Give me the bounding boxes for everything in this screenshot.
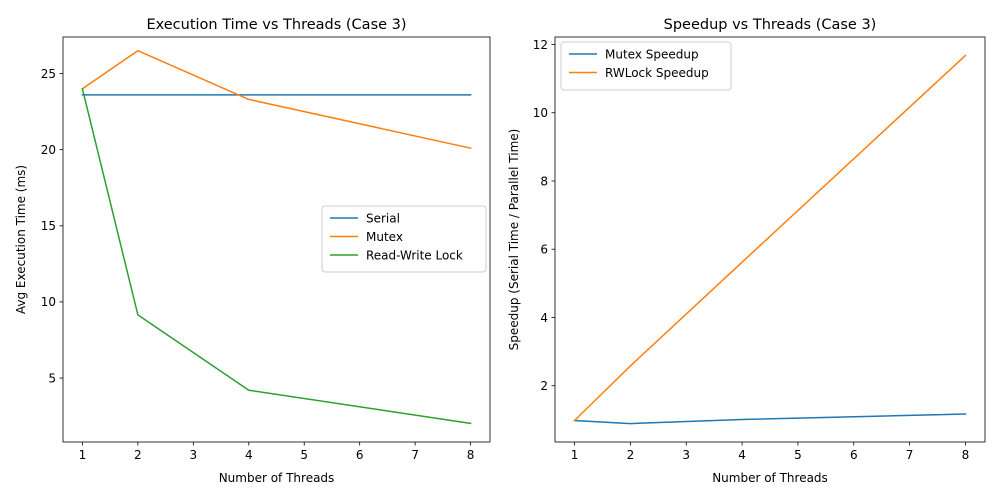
chart-2-y-tick-label: 6 (540, 243, 548, 257)
chart-1-y-tick-label: 10 (41, 295, 56, 309)
chart-1-y-tick-label: 20 (41, 143, 56, 157)
chart-2-legend-box (560, 41, 732, 91)
chart-1-legend-label-1: Serial (366, 211, 400, 225)
chart-2-x-tick-label: 7 (906, 448, 914, 462)
chart-1-legend-label-2: Mutex (366, 230, 403, 244)
chart-1-x-tick-label: 3 (189, 448, 197, 462)
chart-1-x-tick-label: 5 (300, 448, 308, 462)
chart-2-y-tick-label: 10 (533, 106, 548, 120)
chart-1-x-tick-label: 6 (356, 448, 364, 462)
chart-2-y-tick-label: 8 (540, 174, 548, 188)
chart-1: 1 2 3 4 5 6 7 8 5 10 15 20 25 Execution Time vs Threa… (14, 17, 491, 485)
chart-2-x-tick-label: 1 (571, 448, 579, 462)
chart-1-x-tick-label: 4 (245, 448, 253, 462)
chart-1-legend-box (321, 205, 487, 273)
chart-2-y-tick-label: 4 (540, 311, 548, 325)
chart-1-y-tick-label: 5 (48, 371, 56, 385)
chart-2-y-tick-label: 12 (533, 38, 548, 52)
chart-2-x-tick-label: 6 (850, 448, 858, 462)
chart-1-x-axis-label: Number of Threads (219, 471, 335, 485)
chart-1-title: Execution Time vs Threads (Case 3) (146, 17, 406, 33)
chart-2-x-tick-label: 8 (962, 448, 970, 462)
chart-2-legend: Mutex Speedup RWLock Speedup (560, 41, 732, 91)
chart-1-x-tick-label: 2 (134, 448, 142, 462)
chart-2-x-tick-label: 2 (627, 448, 635, 462)
chart-1-legend: Serial Mutex Read-Write Lock (321, 205, 487, 273)
chart-1-axes-frame (62, 36, 491, 443)
chart-2-series-1-line (573, 413, 967, 425)
chart-2-axes-frame (554, 36, 986, 443)
chart-1-legend-label-3: Read-Write Lock (366, 248, 463, 262)
chart-1-series-3-line (81, 87, 472, 425)
chart-1-x-tick-label: 1 (79, 448, 87, 462)
chart-2-legend-label-2: RWLock Speedup (605, 66, 709, 80)
chart-2-series-2-line (573, 54, 967, 422)
chart-2-x-tick-label: 5 (794, 448, 802, 462)
chart-1-y-axis-label: Avg Execution Time (ms) (14, 165, 28, 314)
chart-2-legend-label-1: Mutex Speedup (605, 47, 699, 61)
chart-2-x-axis-label: Number of Threads (712, 471, 828, 485)
chart-1-y-tick-label: 15 (41, 219, 56, 233)
chart-1-x-tick-label: 8 (467, 448, 475, 462)
chart-1-series-2-line (81, 49, 472, 150)
chart-1-y-tick-label: 25 (41, 67, 56, 81)
chart-2-x-tick-label: 3 (682, 448, 690, 462)
chart-2-y-tick-label: 2 (540, 379, 548, 393)
chart-2-title: Speedup vs Threads (Case 3) (664, 17, 877, 33)
chart-1-x-tick-label: 7 (411, 448, 419, 462)
chart-2-y-axis-label: Speedup (Serial Time / Parallel Time) (507, 129, 521, 351)
chart-2-x-tick-label: 4 (738, 448, 746, 462)
